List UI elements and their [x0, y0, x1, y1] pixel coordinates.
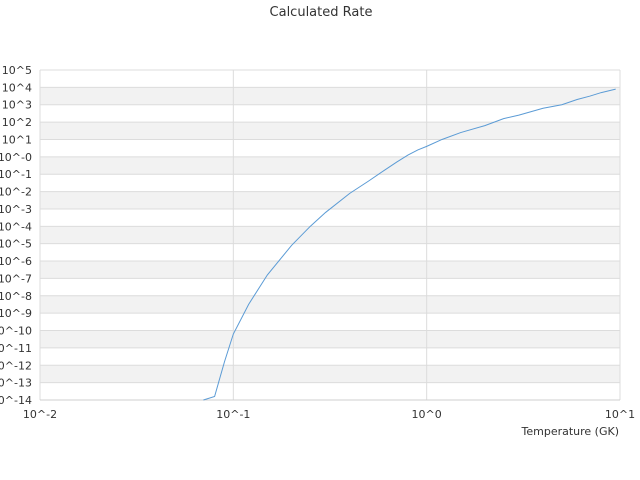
series-layer	[203, 88, 616, 401]
y-tick-label: 10^-9	[0, 307, 32, 320]
y-tick-label: 10^3	[2, 99, 32, 112]
plot-band	[40, 365, 620, 383]
y-axis-ticks: 10^5 10^4 10^3 10^2 10^1 10^-0 10^-1 10^-2 10^-3…	[0, 64, 32, 407]
plot-band	[40, 226, 620, 244]
y-tick-label: 10^-6	[0, 255, 32, 268]
plot-band	[40, 382, 620, 400]
y-tick-label: 10^-11	[0, 342, 32, 355]
x-tick-label: 10^1	[605, 408, 635, 421]
plot-band	[40, 87, 620, 105]
plot-band	[40, 261, 620, 279]
y-tick-label: 10^-7	[0, 272, 32, 285]
plot-band	[40, 243, 620, 262]
y-tick-label: 10^-3	[0, 203, 32, 216]
plot-band	[40, 191, 620, 209]
y-tick-label: 10^4	[2, 81, 32, 94]
series-line	[203, 88, 616, 401]
y-tick-label: 10^1	[2, 133, 32, 146]
x-axis-ticks: 10^-2 10^-1 10^0 10^1	[23, 408, 635, 421]
y-tick-label: 10^-4	[0, 220, 32, 233]
plot-band	[40, 208, 620, 227]
plot-band	[40, 278, 620, 296]
gridlines	[39, 69, 621, 401]
y-tick-label: 10^-8	[0, 290, 32, 303]
y-tick-label: 10^-2	[0, 186, 32, 199]
y-tick-label: 10^2	[2, 116, 32, 129]
plot-band	[40, 174, 620, 192]
plot-band	[40, 295, 620, 314]
x-tick-label: 10^-1	[216, 408, 250, 421]
plot-band	[40, 156, 620, 175]
x-axis-title: Temperature (GK)	[521, 425, 620, 438]
y-tick-label: 10^-14	[0, 394, 32, 407]
plot-band	[40, 70, 620, 88]
plot-band	[40, 104, 620, 123]
plot-background-bands	[40, 70, 620, 400]
y-tick-label: 10^5	[2, 64, 32, 77]
y-tick-label: 10^-5	[0, 238, 32, 251]
y-tick-label: 10^-12	[0, 359, 32, 372]
x-tick-label: 10^-2	[23, 408, 57, 421]
plot-band	[40, 313, 620, 331]
plot-band	[40, 347, 620, 366]
x-tick-label: 10^0	[412, 408, 442, 421]
y-tick-label: 10^-1	[0, 168, 32, 181]
y-tick-label: 10^-13	[0, 377, 32, 390]
y-tick-label: 10^-0	[0, 151, 32, 164]
plot-band	[40, 122, 620, 140]
plot-band	[40, 139, 620, 157]
plot-band	[40, 330, 620, 348]
y-tick-label: 10^-10	[0, 325, 32, 338]
chart-title: Calculated Rate	[270, 5, 373, 20]
